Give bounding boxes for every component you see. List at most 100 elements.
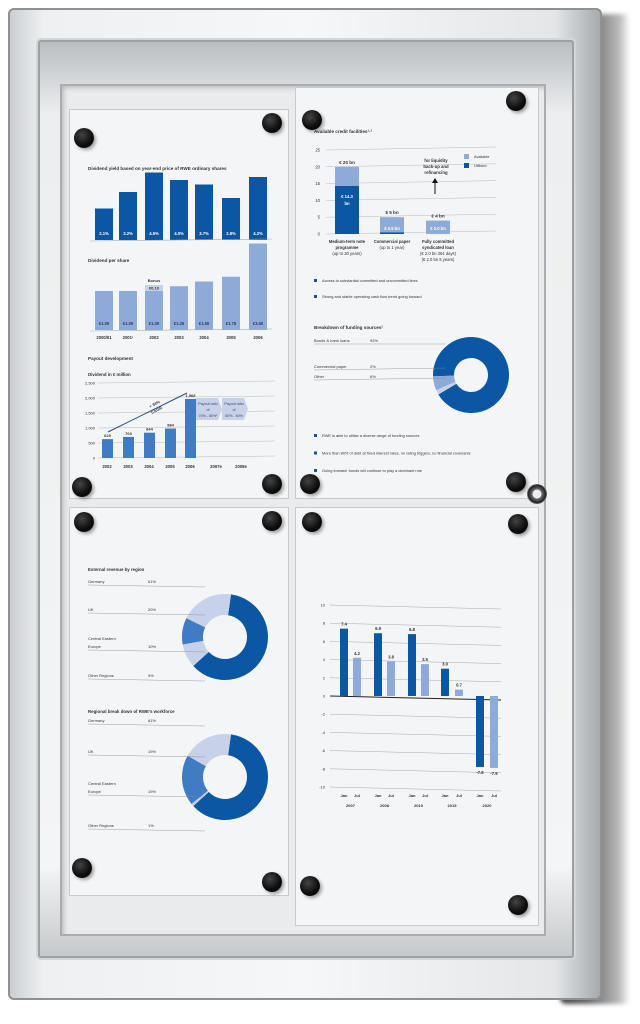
chart-title: Regional break down of RWE's workforce (88, 709, 175, 714)
bar (408, 634, 416, 696)
x-tick-label: 2008e (235, 464, 247, 469)
y-tick-label: 0 (318, 232, 321, 237)
magnet-icon[interactable] (300, 474, 320, 494)
bar-label: 3.2% (123, 231, 133, 236)
pie-label: 61% (148, 718, 156, 723)
bar-available (335, 166, 359, 186)
total-label: € 4 bn (431, 214, 444, 219)
payout-text: Payout ratio (198, 402, 217, 406)
zero-line (329, 695, 502, 701)
bar (170, 286, 188, 330)
magnet-icon[interactable] (72, 858, 92, 878)
poster-regions: External revenue by region Germany 61% UK 20… (70, 508, 288, 895)
x-tick-label: Fully committed (422, 239, 455, 244)
y-tick-label: 0 (93, 456, 96, 461)
bullet-icon (314, 451, 317, 455)
funding-donut-slice (433, 337, 509, 413)
chart-title: Dividend yield based on year-end price o… (88, 166, 227, 171)
x-tick-label: Jul (456, 793, 462, 798)
pie-category: Central Eastern (88, 636, 116, 641)
x-tick-label: 2007e (210, 464, 222, 469)
y-tick-label: -2 (321, 712, 325, 717)
dividend-charts: Dividend yield based on year-end price o… (85, 166, 276, 469)
leader-line (313, 377, 447, 381)
region-donut-slice (182, 755, 208, 804)
pie-label: 61% (148, 579, 156, 584)
bar-label: 6.9 (375, 626, 381, 631)
payout-box (222, 398, 248, 420)
magnet-icon[interactable] (262, 113, 282, 133)
poster-growth-bars: -10 -8 -6 -4 -2 0 2 4 6 8 10 7.4 Jan 4.2 Jul 2007 6.9 Jan… (296, 508, 538, 925)
x-tick-label: (up to 1 year) (380, 245, 406, 250)
pie-label: 10% (148, 644, 156, 649)
x-tick-label: (€ 2.0 bn 364 days) (420, 251, 457, 256)
bar-label: 7.4 (341, 622, 347, 627)
x-tick-label: 2004 (199, 335, 209, 340)
y-tick-label: 500 (88, 441, 95, 446)
bar-label: €1.00 (149, 321, 160, 326)
region-donut-slice (182, 640, 209, 666)
magnet-icon[interactable] (508, 895, 528, 915)
magnet-icon[interactable] (506, 91, 526, 111)
bonus-title: Bonus (148, 278, 161, 283)
magnet-icon[interactable] (302, 512, 322, 532)
x-group-label: 2010 (414, 803, 424, 808)
pie-label: 6% (370, 374, 376, 379)
magnet-icon[interactable] (506, 472, 526, 492)
gridline (329, 622, 502, 628)
bar-utilised (380, 232, 404, 234)
magnet-icon[interactable] (302, 110, 322, 130)
gridline (329, 604, 502, 610)
bar-label: -7.8 (476, 770, 484, 775)
pie-category: Other Regions (88, 823, 114, 828)
x-tick-label: Jan (442, 793, 449, 798)
cagr-label: + 34% (148, 399, 161, 409)
bar (185, 398, 196, 458)
chart-title: Payout development (88, 356, 133, 361)
poster-dividends: Dividend yield based on year-end price o… (70, 110, 288, 498)
magnet-icon[interactable] (262, 474, 282, 494)
payout-text: of (207, 408, 210, 412)
arrow-head-icon (432, 178, 438, 183)
magnet-icon[interactable] (74, 512, 94, 532)
bar (95, 208, 113, 240)
bar-label: 4.0% (174, 231, 184, 236)
y-tick-label: 4 (323, 657, 326, 662)
magnet-icon[interactable] (262, 872, 282, 892)
bar (421, 664, 429, 696)
x-group-label: 2015 (448, 803, 458, 808)
y-tick-label: 1,000 (85, 426, 96, 431)
x-tick-label: 2000/01 (96, 335, 112, 340)
legend-label: Utilised (474, 164, 486, 168)
x-tick-label: 2005 (165, 464, 175, 469)
magnet-icon[interactable] (72, 477, 92, 497)
magnet-icon[interactable] (262, 511, 282, 531)
x-tick-label: 2006 (253, 335, 263, 340)
leader-line (87, 584, 206, 588)
bar-label: 3.8 (388, 654, 394, 659)
key-lock-icon[interactable] (527, 484, 547, 504)
pie-category: Central Eastern (88, 781, 116, 786)
legend-swatch-available (464, 154, 469, 159)
y-tick-label: -10 (319, 785, 326, 790)
gridline (97, 380, 276, 384)
magnet-icon[interactable] (74, 128, 94, 148)
magnet-icon[interactable] (300, 876, 320, 896)
leader-line (87, 828, 206, 832)
pie-label: 2% (370, 364, 376, 369)
y-tick-label: 2,000 (85, 396, 96, 401)
leader-line (87, 794, 206, 798)
gridline (329, 713, 502, 719)
leader-line (313, 367, 447, 371)
baseline (89, 238, 273, 242)
gridline (97, 395, 276, 399)
y-tick-label: -6 (321, 748, 325, 753)
leader-line (87, 678, 206, 682)
pie-category: Germany (88, 718, 104, 723)
magnet-icon[interactable] (508, 514, 528, 534)
y-tick-label: -8 (321, 766, 325, 771)
gridline (325, 146, 497, 151)
bar-label: 3.7% (199, 231, 209, 236)
pie-category: Europe (88, 644, 102, 649)
bar-label: €1.25 (174, 321, 185, 326)
